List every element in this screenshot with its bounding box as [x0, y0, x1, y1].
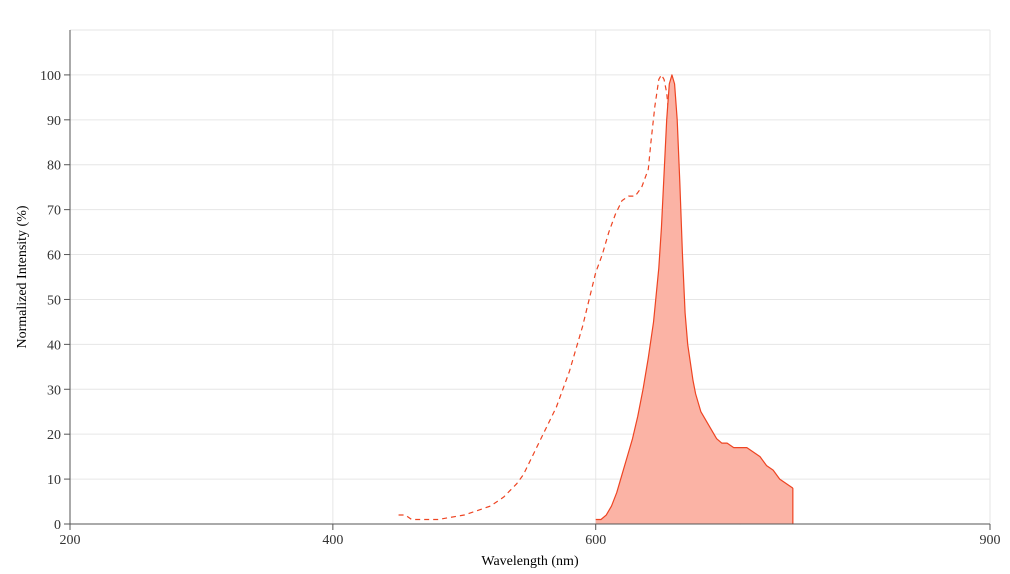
y-axis-title: Normalized Intensity (%) — [15, 205, 30, 348]
tick-labels: 0 10 20 30 40 50 60 70 80 90 100 200 400 600 900 — [40, 69, 1001, 548]
y-tick-label: 40 — [47, 338, 61, 353]
axes — [69, 30, 990, 525]
x-tick-label: 200 — [60, 533, 81, 548]
x-axis-title: Wavelength (nm) — [481, 554, 579, 569]
grid-lines — [70, 29, 991, 524]
y-tick-label: 90 — [47, 114, 61, 129]
y-tick-label: 70 — [47, 204, 61, 219]
y-tick-label: 10 — [47, 473, 61, 488]
y-tick-label: 20 — [47, 428, 61, 443]
y-tick-label: 0 — [54, 518, 61, 533]
y-tick-label: 30 — [47, 383, 61, 398]
x-tick-label: 900 — [980, 533, 1001, 548]
y-tick-label: 80 — [47, 159, 61, 174]
y-tick-label: 60 — [47, 249, 61, 264]
series-0-line — [398, 74, 741, 525]
x-tick-label: 600 — [585, 533, 606, 548]
y-tick-label: 50 — [47, 293, 61, 308]
series-1-line — [595, 74, 794, 521]
series-1-area — [595, 74, 793, 524]
y-tick-label: 100 — [40, 69, 61, 84]
series-layer — [398, 74, 794, 525]
x-tick-label: 400 — [322, 533, 343, 548]
